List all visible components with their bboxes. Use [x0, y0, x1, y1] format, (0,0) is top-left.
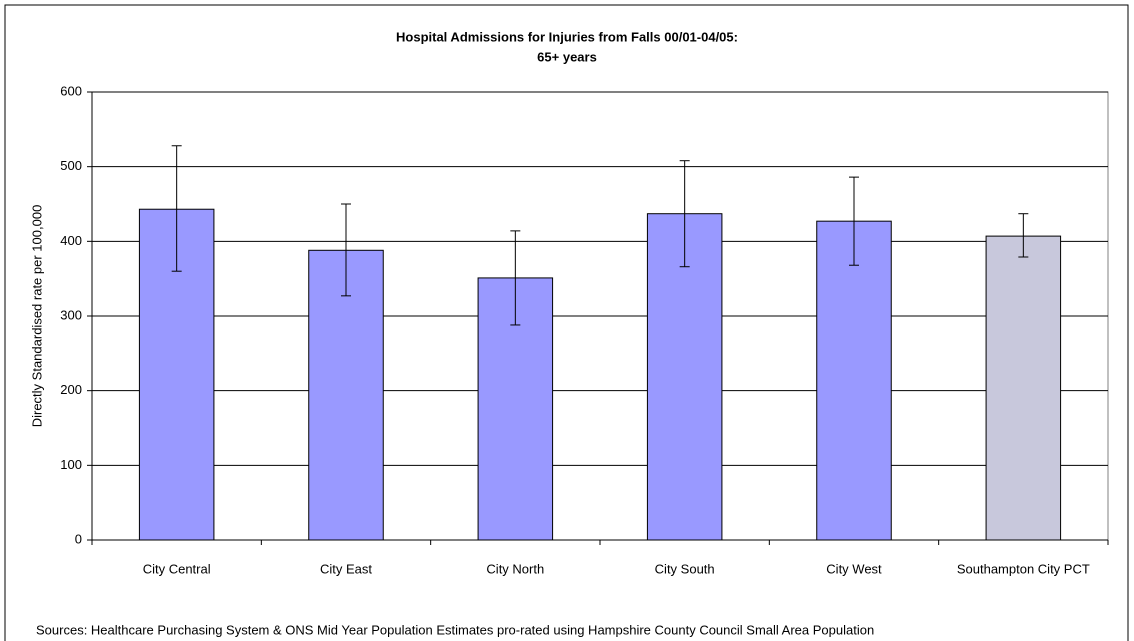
x-tick-label: Southampton City PCT	[957, 561, 1090, 576]
y-tick-label: 0	[75, 531, 82, 546]
y-tick-label: 400	[60, 233, 82, 248]
y-tick-label: 300	[60, 307, 82, 322]
x-tick-label: City West	[826, 561, 882, 576]
x-tick-label: City South	[655, 561, 715, 576]
bar	[816, 220, 892, 541]
chart-title: Hospital Admissions for Injuries from Fa…	[396, 29, 738, 44]
y-tick-label: 100	[60, 457, 82, 472]
y-axis-label: Directly Standardised rate per 100,000	[29, 205, 44, 428]
y-tick-label: 600	[60, 83, 82, 98]
bar	[646, 213, 723, 541]
x-tick-label: City Central	[143, 561, 211, 576]
y-tick-label: 200	[60, 382, 82, 397]
x-tick-label: City North	[486, 561, 544, 576]
y-tick-label: 500	[60, 158, 82, 173]
x-tick-label: City East	[320, 561, 372, 576]
bar	[985, 235, 1062, 541]
chart-subtitle: 65+ years	[537, 49, 597, 64]
bar	[308, 249, 384, 541]
source-note: Sources: Healthcare Purchasing System & …	[36, 622, 874, 637]
